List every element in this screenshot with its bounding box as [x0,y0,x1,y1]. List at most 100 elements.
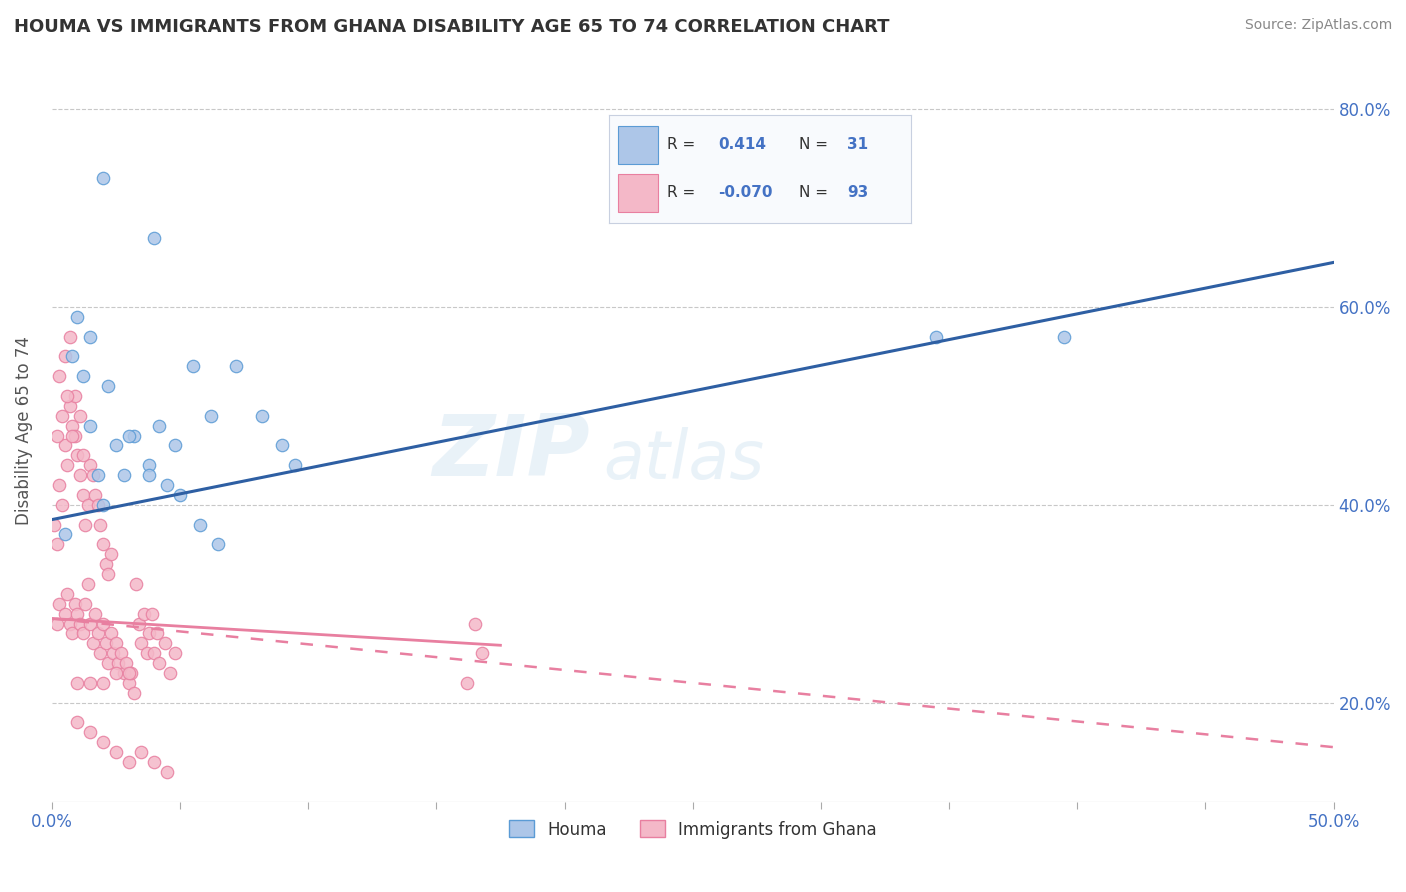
Point [1053,329,1076,343]
Point [94,557,117,571]
Point [135,646,157,660]
Point [250,409,273,423]
Point [200,409,222,423]
Point [79,458,101,473]
Point [118,665,141,680]
Point [122,686,145,700]
Point [84,607,107,621]
Point [59,399,82,413]
Point [104,745,127,759]
Point [120,665,142,680]
Point [128,616,150,631]
Point [60,418,83,433]
Point [156,764,179,779]
Point [82,636,104,650]
Point [131,636,153,650]
Point [87,626,110,640]
Point [69,409,91,423]
Legend: Houma, Immigrants from Ghana: Houma, Immigrants from Ghana [502,814,883,846]
Point [87,468,110,483]
Point [122,428,145,442]
Point [110,646,132,660]
Point [131,745,153,759]
Point [75,597,97,611]
Point [138,458,160,473]
Point [156,478,179,492]
Point [271,438,294,452]
Point [104,636,127,650]
Point [79,329,101,343]
Point [66,607,89,621]
Point [44,517,66,532]
Point [60,428,83,442]
Point [56,587,79,601]
Point [89,646,111,660]
Point [103,646,125,660]
Point [148,656,170,670]
Point [53,350,76,364]
Point [72,448,94,462]
Text: atlas: atlas [603,427,763,493]
Point [153,636,176,650]
Point [284,458,307,473]
Point [53,438,76,452]
Point [60,350,83,364]
Point [45,428,67,442]
Point [72,626,94,640]
Point [104,438,127,452]
Text: HOUMA VS IMMIGRANTS FROM GHANA DISABILITY AGE 65 TO 74 CORRELATION CHART: HOUMA VS IMMIGRANTS FROM GHANA DISABILIT… [14,18,890,36]
Point [97,567,120,582]
Point [56,458,79,473]
Point [53,527,76,541]
Point [91,735,114,749]
Point [63,428,86,442]
Point [91,171,114,186]
Point [456,676,478,690]
Point [181,359,204,374]
Point [79,676,101,690]
Point [94,636,117,650]
Point [91,498,114,512]
Point [125,577,148,591]
Point [107,656,129,670]
Point [104,665,127,680]
Point [91,676,114,690]
Y-axis label: Disability Age 65 to 74: Disability Age 65 to 74 [15,336,32,525]
Text: ZIP: ZIP [433,411,591,494]
Point [66,715,89,730]
Point [143,755,166,769]
Point [60,626,83,640]
Point [66,448,89,462]
Point [63,597,86,611]
Point [146,626,169,640]
Point [143,230,166,244]
Point [464,616,486,631]
Point [91,537,114,551]
Point [87,498,110,512]
Point [115,656,138,670]
Point [138,626,160,640]
Point [76,498,98,512]
Point [51,498,73,512]
Point [79,725,101,739]
Point [169,488,191,502]
Point [59,329,82,343]
Point [471,646,494,660]
Point [48,597,70,611]
Point [72,488,94,502]
Point [163,438,186,452]
Point [72,369,94,384]
Point [163,646,186,660]
Point [75,517,97,532]
Point [118,755,141,769]
Point [143,646,166,660]
Point [45,616,67,631]
Point [56,389,79,403]
Point [159,665,181,680]
Point [89,517,111,532]
Point [148,418,170,433]
Point [66,676,89,690]
Point [69,616,91,631]
Point [82,468,104,483]
Point [112,665,135,680]
